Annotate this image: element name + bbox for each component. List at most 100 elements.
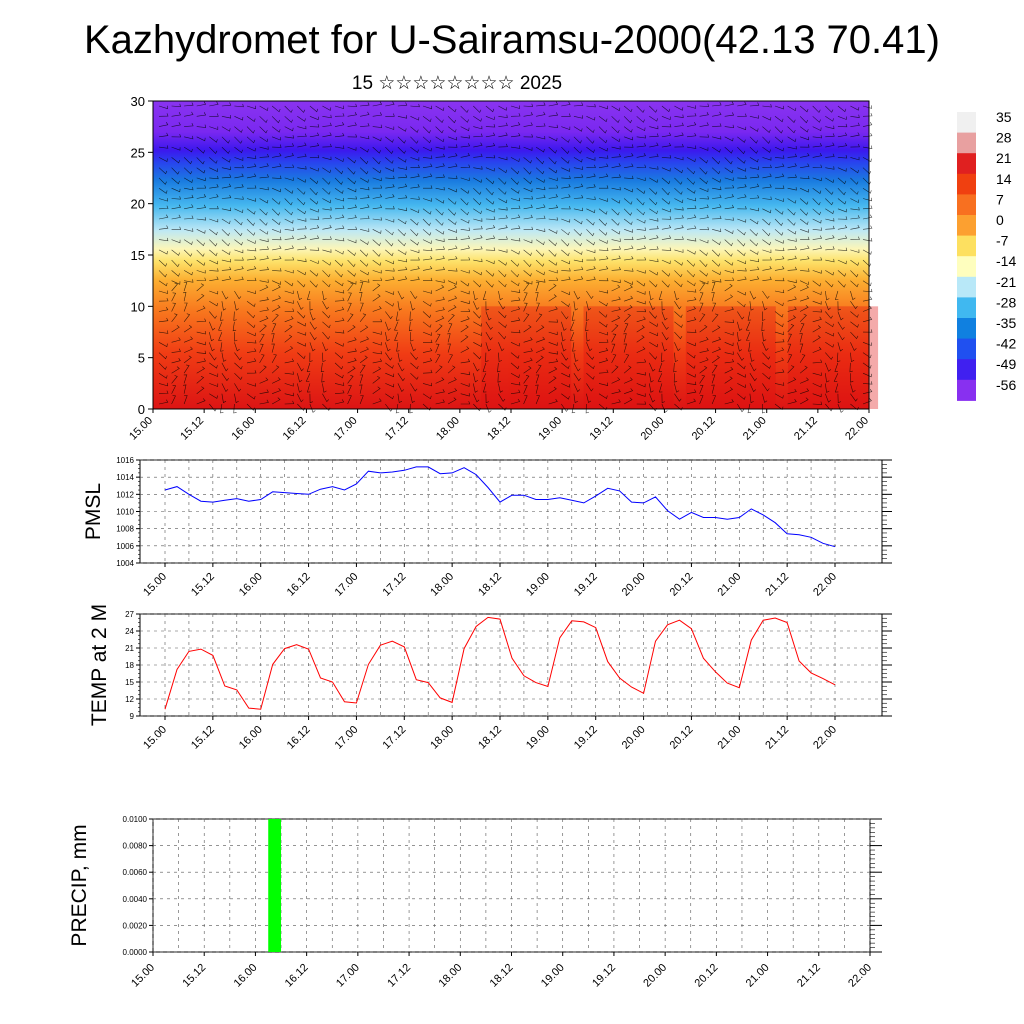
wind-barb — [322, 331, 331, 340]
wind-barb — [800, 136, 809, 141]
wind-barb — [271, 388, 281, 394]
wind-barb — [322, 177, 331, 185]
wind-barb — [410, 126, 419, 133]
wind-barb — [812, 372, 822, 376]
wind-barb — [636, 372, 646, 376]
wind-barb — [599, 185, 609, 189]
wind-barb — [548, 366, 558, 374]
wind-barb — [409, 403, 413, 414]
wind-barb — [737, 321, 743, 331]
wind-barb — [749, 183, 760, 189]
wind-barb — [724, 269, 734, 274]
wind-barb — [385, 175, 395, 180]
wind-barb — [598, 339, 609, 343]
wind-barb — [674, 167, 683, 174]
wind-barb — [435, 284, 445, 292]
wind-barb — [686, 381, 697, 385]
wind-barb — [297, 142, 307, 148]
wind-barb — [485, 116, 495, 121]
wind-barb — [624, 255, 634, 261]
wind-barb — [284, 116, 293, 123]
wind-barb — [460, 143, 471, 148]
wind-barb — [850, 249, 860, 253]
wind-barb — [850, 373, 854, 383]
wind-barb — [611, 126, 620, 134]
x-tick-label: 19.00 — [536, 415, 564, 443]
wind-barb — [498, 105, 508, 111]
wind-barb — [561, 206, 571, 210]
wind-barb — [799, 333, 803, 343]
wind-barb — [649, 105, 658, 113]
wind-barb — [220, 403, 224, 414]
wind-barb — [623, 208, 633, 216]
wind-barb — [221, 362, 229, 372]
wind-barb — [686, 145, 697, 149]
x-tick-label: 17.00 — [334, 962, 362, 990]
wind-barb — [309, 187, 318, 196]
wind-barb — [410, 164, 420, 168]
wind-barb — [271, 126, 281, 133]
wind-barb — [674, 393, 682, 402]
wind-barb — [535, 325, 545, 333]
wind-barb — [825, 352, 833, 360]
wind-barb — [448, 245, 458, 251]
wind-barb — [422, 116, 432, 123]
y-tick-label: 18 — [125, 661, 134, 670]
wind-barb — [246, 247, 257, 252]
wind-barb — [749, 174, 760, 179]
wind-barb — [485, 224, 496, 230]
wind-barb — [309, 154, 320, 159]
wind-barb — [774, 116, 784, 123]
x-tick-label: 16.12 — [285, 724, 313, 752]
wind-barb — [573, 383, 581, 393]
wind-barb — [234, 393, 239, 404]
wind-barb — [548, 306, 558, 312]
wind-barb — [209, 300, 218, 307]
wind-barb — [862, 305, 872, 312]
wind-barb — [611, 389, 621, 394]
wind-barb — [473, 218, 483, 222]
wind-barb — [762, 393, 768, 403]
wind-barb — [812, 257, 823, 261]
wind-barb — [737, 175, 747, 179]
wind-barb — [686, 205, 697, 210]
wind-barb — [498, 207, 508, 211]
wind-barb — [309, 216, 320, 220]
x-tick-label: 19.00 — [524, 724, 552, 752]
wind-barb — [221, 276, 232, 281]
wind-barb — [573, 183, 584, 189]
wind-barb — [586, 249, 596, 254]
wind-barb — [234, 342, 240, 352]
wind-barb — [498, 156, 508, 161]
wind-barb — [209, 290, 219, 295]
wind-barb — [800, 236, 810, 240]
wind-barb — [422, 136, 432, 144]
wind-barb — [649, 362, 656, 372]
wind-barb — [712, 228, 722, 232]
wind-barb — [535, 157, 545, 165]
wind-barb — [787, 324, 795, 333]
wind-barb — [359, 167, 369, 175]
wind-barb — [460, 316, 470, 323]
wind-barb — [649, 321, 658, 327]
wind-barb — [561, 218, 571, 223]
wind-barb — [498, 331, 507, 340]
wind-barb — [611, 198, 621, 204]
wind-barb — [611, 246, 621, 251]
wind-barb — [183, 146, 193, 153]
wind-barb — [347, 325, 356, 333]
wind-barb — [535, 313, 543, 322]
wind-barb — [385, 239, 394, 247]
wind-barb — [749, 258, 760, 263]
wind-barb — [410, 136, 419, 144]
wind-barb — [661, 321, 669, 330]
wind-barb — [510, 197, 521, 202]
wind-barb — [837, 331, 845, 341]
wind-barb — [196, 249, 205, 257]
wind-barb — [360, 228, 370, 232]
wind-barb — [623, 323, 629, 333]
wind-barb — [334, 132, 345, 138]
wind-barb — [385, 183, 395, 189]
wind-barb — [699, 214, 709, 220]
wind-barb — [523, 122, 533, 127]
